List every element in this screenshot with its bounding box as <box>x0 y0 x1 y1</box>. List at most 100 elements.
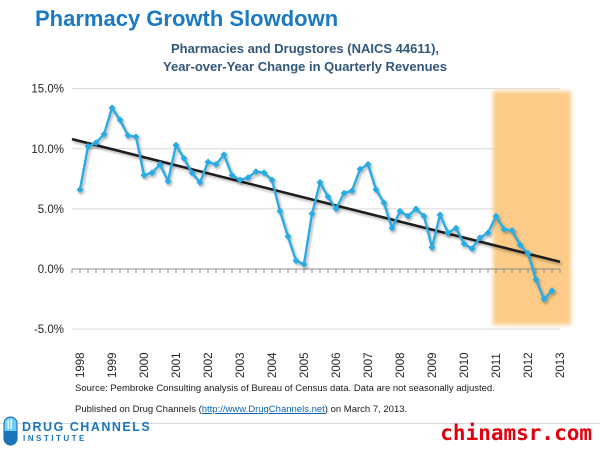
drugchannels-link[interactable]: http://www.DrugChannels.net <box>201 404 325 415</box>
data-point-marker <box>444 229 452 237</box>
x-axis-year-label: 2009 <box>427 352 439 378</box>
data-point-marker <box>228 171 236 179</box>
data-point-marker <box>500 225 508 233</box>
data-point-marker <box>372 186 380 194</box>
data-point-marker <box>364 160 372 168</box>
chart-title-line2: Year-over-Year Change in Quarterly Reven… <box>163 59 447 74</box>
pill-capsule-icon <box>3 416 18 446</box>
published-note: Published on Drug Channels (http://www.D… <box>75 404 407 415</box>
data-point-marker <box>396 207 404 215</box>
data-point-marker <box>124 132 132 139</box>
data-point-marker <box>540 295 548 303</box>
data-point-marker <box>484 229 492 237</box>
data-point-marker <box>236 176 244 184</box>
data-point-marker <box>276 207 284 215</box>
data-point-marker <box>412 205 420 213</box>
data-point-marker <box>292 257 300 265</box>
published-suffix: ) on March 7, 2013. <box>324 404 408 415</box>
data-point-marker <box>548 287 556 295</box>
data-point-marker <box>188 169 196 177</box>
chart-title: Pharmacies and Drugstores (NAICS 44611),… <box>90 40 520 76</box>
highlight-band-2011-onward <box>493 91 571 325</box>
data-point-marker <box>516 241 524 249</box>
yoy-revenue-line-chart: 15.0% 10.0% 5.0% 0.0% -5.0% 1998 1999 2000 2001 2… <box>31 84 571 378</box>
y-axis-label: -5.0% <box>34 324 64 336</box>
data-point-marker <box>132 133 140 141</box>
data-point-marker <box>220 151 228 159</box>
y-axis-label: 5.0% <box>38 204 64 216</box>
data-point-marker <box>268 176 276 184</box>
data-point-marker <box>100 130 108 138</box>
logo-subtext: INSTITUTE <box>23 434 87 443</box>
x-axis-year-label: 1999 <box>107 352 119 378</box>
data-point-marker <box>308 210 316 218</box>
yoy-series-line <box>78 106 553 301</box>
data-point-marker <box>252 168 260 176</box>
data-point-marker <box>180 154 188 162</box>
data-point-marker <box>300 260 308 268</box>
data-point-marker <box>204 158 212 166</box>
data-point-marker <box>340 189 348 197</box>
data-point-marker <box>332 205 340 213</box>
x-axis-year-label: 2011 <box>491 353 503 378</box>
y-axis-label: 10.0% <box>31 144 64 156</box>
data-point-marker <box>476 234 484 242</box>
x-axis-year-label: 2010 <box>459 352 471 378</box>
data-point-marker <box>116 116 124 124</box>
data-point-marker <box>84 142 92 150</box>
x-axis-year-label: 2006 <box>331 352 343 378</box>
data-point-marker <box>316 178 324 186</box>
yoy-series <box>76 104 556 303</box>
x-axis-year-label: 2012 <box>523 352 535 378</box>
data-point-marker <box>404 212 412 220</box>
data-point-marker <box>348 187 356 195</box>
data-point-marker <box>420 212 428 220</box>
data-point-marker <box>108 104 116 112</box>
data-point-marker <box>244 174 252 182</box>
x-axis-year-label: 2001 <box>171 352 183 378</box>
data-point-marker <box>172 141 180 149</box>
data-point-marker <box>196 178 204 186</box>
data-point-marker <box>156 160 164 168</box>
y-axis-label: 15.0% <box>31 84 64 96</box>
data-point-marker <box>324 193 332 201</box>
y-axis-label: 0.0% <box>38 264 64 276</box>
data-point-marker <box>452 224 460 232</box>
chart-svg: 15.0% 10.0% 5.0% 0.0% -5.0% 1998 1999 2000 2001 2… <box>31 84 571 378</box>
source-note: Source: Pembroke Consulting analysis of … <box>75 383 495 394</box>
x-axis-year-label: 2004 <box>267 352 279 378</box>
x-axis-year-label: 2005 <box>299 352 311 378</box>
watermark-text: chinamsr.com <box>440 421 592 445</box>
data-point-marker <box>148 169 156 177</box>
data-point-marker <box>532 276 540 284</box>
data-point-marker <box>428 243 436 251</box>
x-axis-year-label: 2003 <box>235 352 247 378</box>
data-point-marker <box>508 227 516 234</box>
data-point-marker <box>284 233 292 240</box>
data-point-marker <box>468 245 476 253</box>
x-axis-year-label: 2013 <box>555 352 567 378</box>
x-axis-year-label: 2002 <box>203 352 215 378</box>
drug-channels-logo[interactable]: DRUG CHANNELS INSTITUTE <box>3 416 203 448</box>
x-axis-year-label: 1998 <box>75 352 87 378</box>
data-point-marker <box>76 186 84 194</box>
x-axis-year-label: 2007 <box>363 352 375 378</box>
data-point-marker <box>164 177 172 185</box>
data-point-marker <box>524 249 532 257</box>
chart-title-line1: Pharmacies and Drugstores (NAICS 44611), <box>170 41 440 56</box>
page-title: Pharmacy Growth Slowdown <box>35 6 339 31</box>
data-point-marker <box>260 169 268 177</box>
data-point-marker <box>388 224 396 232</box>
data-point-marker <box>380 199 388 207</box>
logo-wordmark: DRUG CHANNELS <box>22 420 152 434</box>
x-axis-year-label: 2008 <box>395 352 407 378</box>
x-axis-year-label: 2000 <box>139 352 151 378</box>
published-prefix: Published on Drug Channels ( <box>75 404 202 415</box>
data-point-marker <box>436 211 444 219</box>
data-point-marker <box>92 139 100 147</box>
data-point-marker <box>212 160 220 168</box>
footer-divider <box>0 423 600 424</box>
data-point-marker <box>356 165 364 173</box>
data-point-marker <box>140 171 148 179</box>
